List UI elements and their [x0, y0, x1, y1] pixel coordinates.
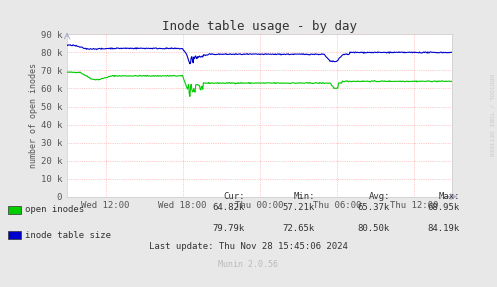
- Text: 72.65k: 72.65k: [283, 224, 315, 233]
- Text: inode table size: inode table size: [25, 230, 111, 239]
- Text: 64.82k: 64.82k: [213, 203, 245, 212]
- Text: Max:: Max:: [438, 192, 460, 201]
- Text: 84.19k: 84.19k: [428, 224, 460, 233]
- Text: 57.21k: 57.21k: [283, 203, 315, 212]
- Text: 65.37k: 65.37k: [358, 203, 390, 212]
- Text: Avg:: Avg:: [368, 192, 390, 201]
- Text: open inodes: open inodes: [25, 205, 84, 214]
- Bar: [8, 206, 21, 214]
- Text: Cur:: Cur:: [224, 192, 245, 201]
- Title: Inode table usage - by day: Inode table usage - by day: [162, 20, 357, 33]
- Bar: [8, 231, 21, 239]
- Text: 80.50k: 80.50k: [358, 224, 390, 233]
- Text: RRDTOOL / TOBI OETIKER: RRDTOOL / TOBI OETIKER: [489, 73, 494, 156]
- Y-axis label: number of open inodes: number of open inodes: [29, 63, 38, 168]
- Text: 79.79k: 79.79k: [213, 224, 245, 233]
- Text: Munin 2.0.56: Munin 2.0.56: [218, 260, 278, 269]
- Text: Last update: Thu Nov 28 15:45:06 2024: Last update: Thu Nov 28 15:45:06 2024: [149, 242, 347, 251]
- Text: Min:: Min:: [294, 192, 315, 201]
- Text: 68.95k: 68.95k: [428, 203, 460, 212]
